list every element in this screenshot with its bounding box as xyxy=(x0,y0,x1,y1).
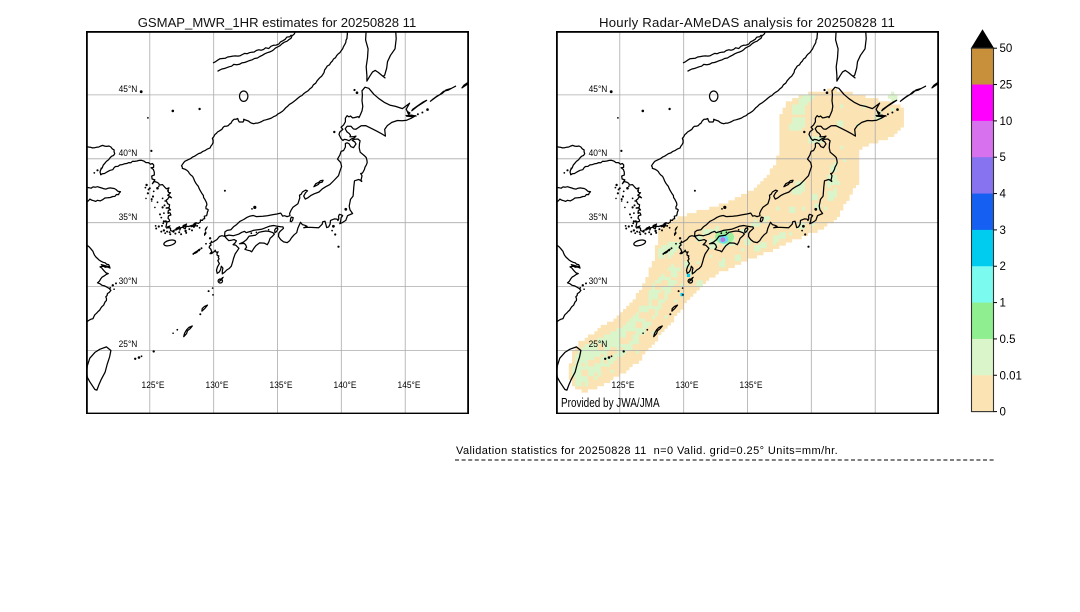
svg-text:1: 1 xyxy=(1000,298,1006,310)
svg-text:5: 5 xyxy=(1000,152,1006,164)
svg-text:0.01: 0.01 xyxy=(1000,370,1022,382)
svg-text:50: 50 xyxy=(1000,43,1013,55)
svg-text:10: 10 xyxy=(1000,116,1013,128)
svg-text:2: 2 xyxy=(1000,261,1006,273)
svg-text:25: 25 xyxy=(1000,80,1013,92)
svg-text:3: 3 xyxy=(1000,225,1006,237)
svg-text:4: 4 xyxy=(1000,189,1007,201)
svg-text:0: 0 xyxy=(1000,407,1006,419)
svg-text:0.5: 0.5 xyxy=(1000,334,1016,346)
